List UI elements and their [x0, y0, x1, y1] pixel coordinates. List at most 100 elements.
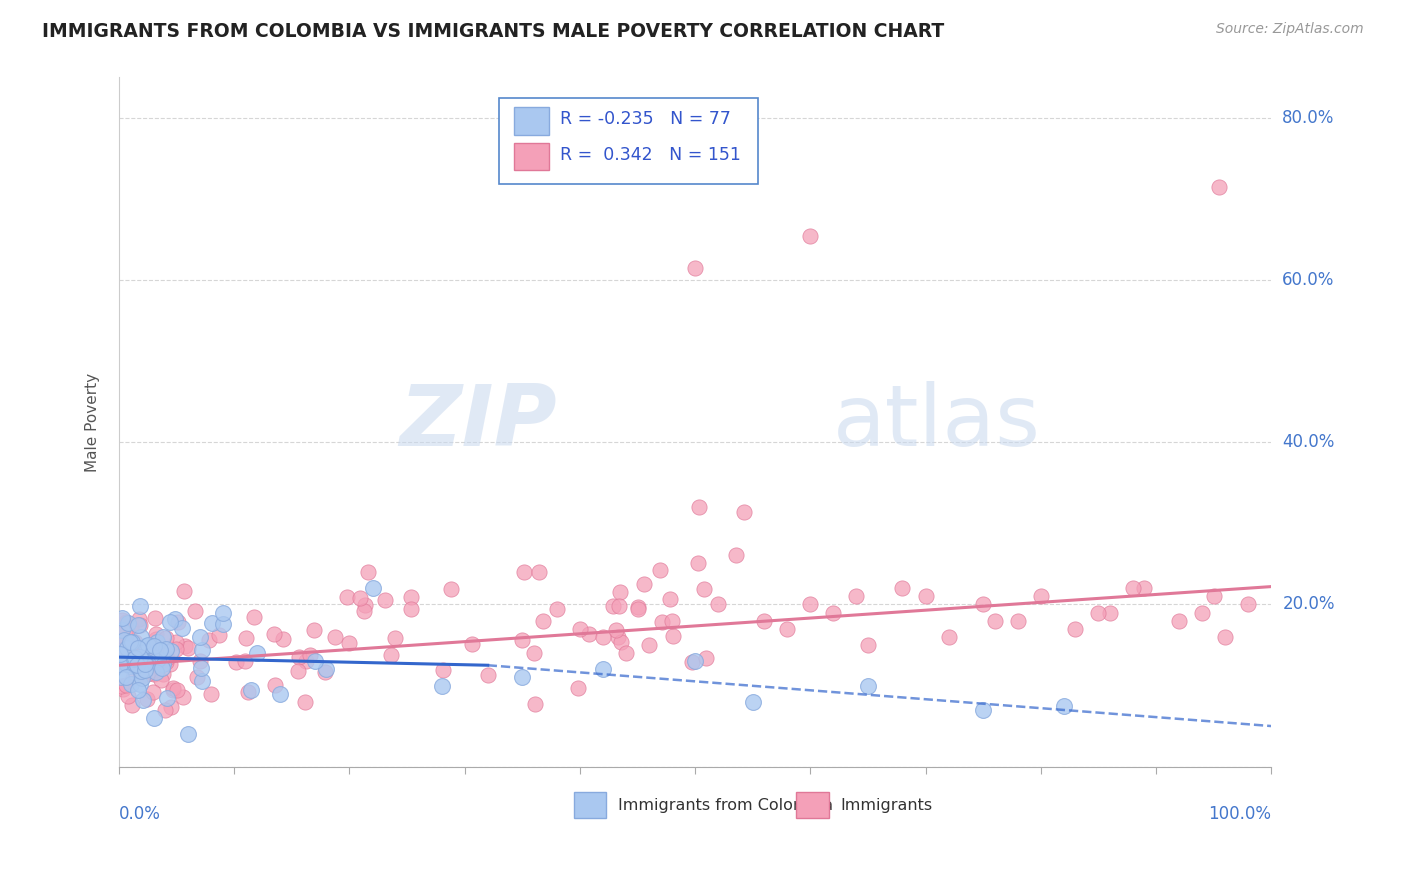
- Point: [295, 654, 318, 668]
- Point: [118, 658, 141, 673]
- Point: [529, 566, 551, 580]
- Point: [134, 655, 156, 669]
- Point: [353, 599, 375, 613]
- Point: [384, 631, 406, 645]
- Point: [146, 635, 169, 649]
- Point: [304, 654, 326, 668]
- Text: Source: ZipAtlas.com: Source: ZipAtlas.com: [1216, 22, 1364, 37]
- Point: [263, 626, 285, 640]
- Point: [120, 677, 142, 691]
- Point: [607, 631, 630, 645]
- Point: [207, 627, 229, 641]
- Point: [143, 666, 166, 681]
- Point: [117, 657, 139, 671]
- FancyBboxPatch shape: [574, 792, 606, 818]
- Point: [160, 644, 183, 658]
- Point: [776, 622, 799, 636]
- Point: [648, 563, 671, 577]
- Point: [110, 642, 132, 657]
- Point: [662, 629, 685, 643]
- Point: [156, 690, 179, 705]
- Point: [188, 654, 211, 668]
- Point: [117, 649, 139, 664]
- Point: [688, 500, 710, 515]
- Point: [122, 652, 145, 666]
- Text: 100.0%: 100.0%: [1208, 805, 1271, 823]
- Point: [302, 623, 325, 637]
- Point: [145, 610, 167, 624]
- Point: [602, 599, 624, 614]
- Point: [121, 635, 143, 649]
- Point: [627, 602, 650, 616]
- Point: [627, 600, 650, 615]
- Point: [108, 647, 131, 661]
- Point: [120, 651, 142, 665]
- Point: [399, 590, 422, 604]
- Point: [112, 633, 135, 648]
- Point: [124, 651, 146, 665]
- Point: [111, 623, 134, 637]
- Point: [1007, 614, 1029, 628]
- Point: [856, 679, 879, 693]
- Point: [374, 593, 396, 607]
- Point: [159, 699, 181, 714]
- Point: [1202, 590, 1225, 604]
- Point: [129, 617, 152, 632]
- Point: [166, 682, 188, 697]
- Point: [150, 673, 173, 688]
- Point: [128, 650, 150, 665]
- Point: [661, 614, 683, 628]
- Point: [1237, 598, 1260, 612]
- FancyBboxPatch shape: [515, 143, 548, 170]
- Point: [150, 646, 173, 660]
- Point: [190, 661, 212, 675]
- FancyBboxPatch shape: [796, 792, 828, 818]
- Text: R = -0.235   N = 77: R = -0.235 N = 77: [561, 110, 731, 128]
- Point: [823, 606, 845, 620]
- Point: [145, 665, 167, 680]
- Point: [149, 643, 172, 657]
- Point: [142, 639, 165, 653]
- Point: [145, 627, 167, 641]
- Point: [165, 641, 187, 656]
- Point: [135, 655, 157, 669]
- Point: [578, 627, 600, 641]
- FancyBboxPatch shape: [499, 98, 758, 185]
- Point: [152, 657, 174, 672]
- Point: [1098, 606, 1121, 620]
- Point: [651, 615, 673, 629]
- Point: [607, 599, 630, 614]
- Point: [142, 685, 165, 699]
- Text: 40.0%: 40.0%: [1282, 434, 1334, 451]
- Point: [432, 663, 454, 677]
- Point: [128, 677, 150, 691]
- Point: [1213, 630, 1236, 644]
- Point: [159, 615, 181, 630]
- Text: 20.0%: 20.0%: [1282, 596, 1334, 614]
- Point: [167, 615, 190, 629]
- Point: [225, 655, 247, 669]
- Point: [108, 638, 131, 652]
- Point: [191, 673, 214, 688]
- Point: [155, 703, 177, 717]
- Point: [235, 631, 257, 645]
- Point: [121, 698, 143, 712]
- Point: [150, 660, 173, 674]
- Point: [510, 670, 533, 684]
- Point: [972, 703, 994, 717]
- Point: [353, 604, 375, 618]
- Point: [1191, 606, 1213, 620]
- FancyBboxPatch shape: [515, 107, 548, 135]
- Point: [707, 598, 730, 612]
- Point: [288, 649, 311, 664]
- Point: [510, 633, 533, 648]
- Point: [269, 687, 291, 701]
- Point: [124, 657, 146, 671]
- Text: 60.0%: 60.0%: [1282, 271, 1334, 289]
- Point: [177, 640, 200, 655]
- Point: [357, 565, 380, 579]
- Point: [605, 623, 627, 637]
- Point: [683, 654, 706, 668]
- Point: [754, 614, 776, 628]
- Point: [165, 611, 187, 625]
